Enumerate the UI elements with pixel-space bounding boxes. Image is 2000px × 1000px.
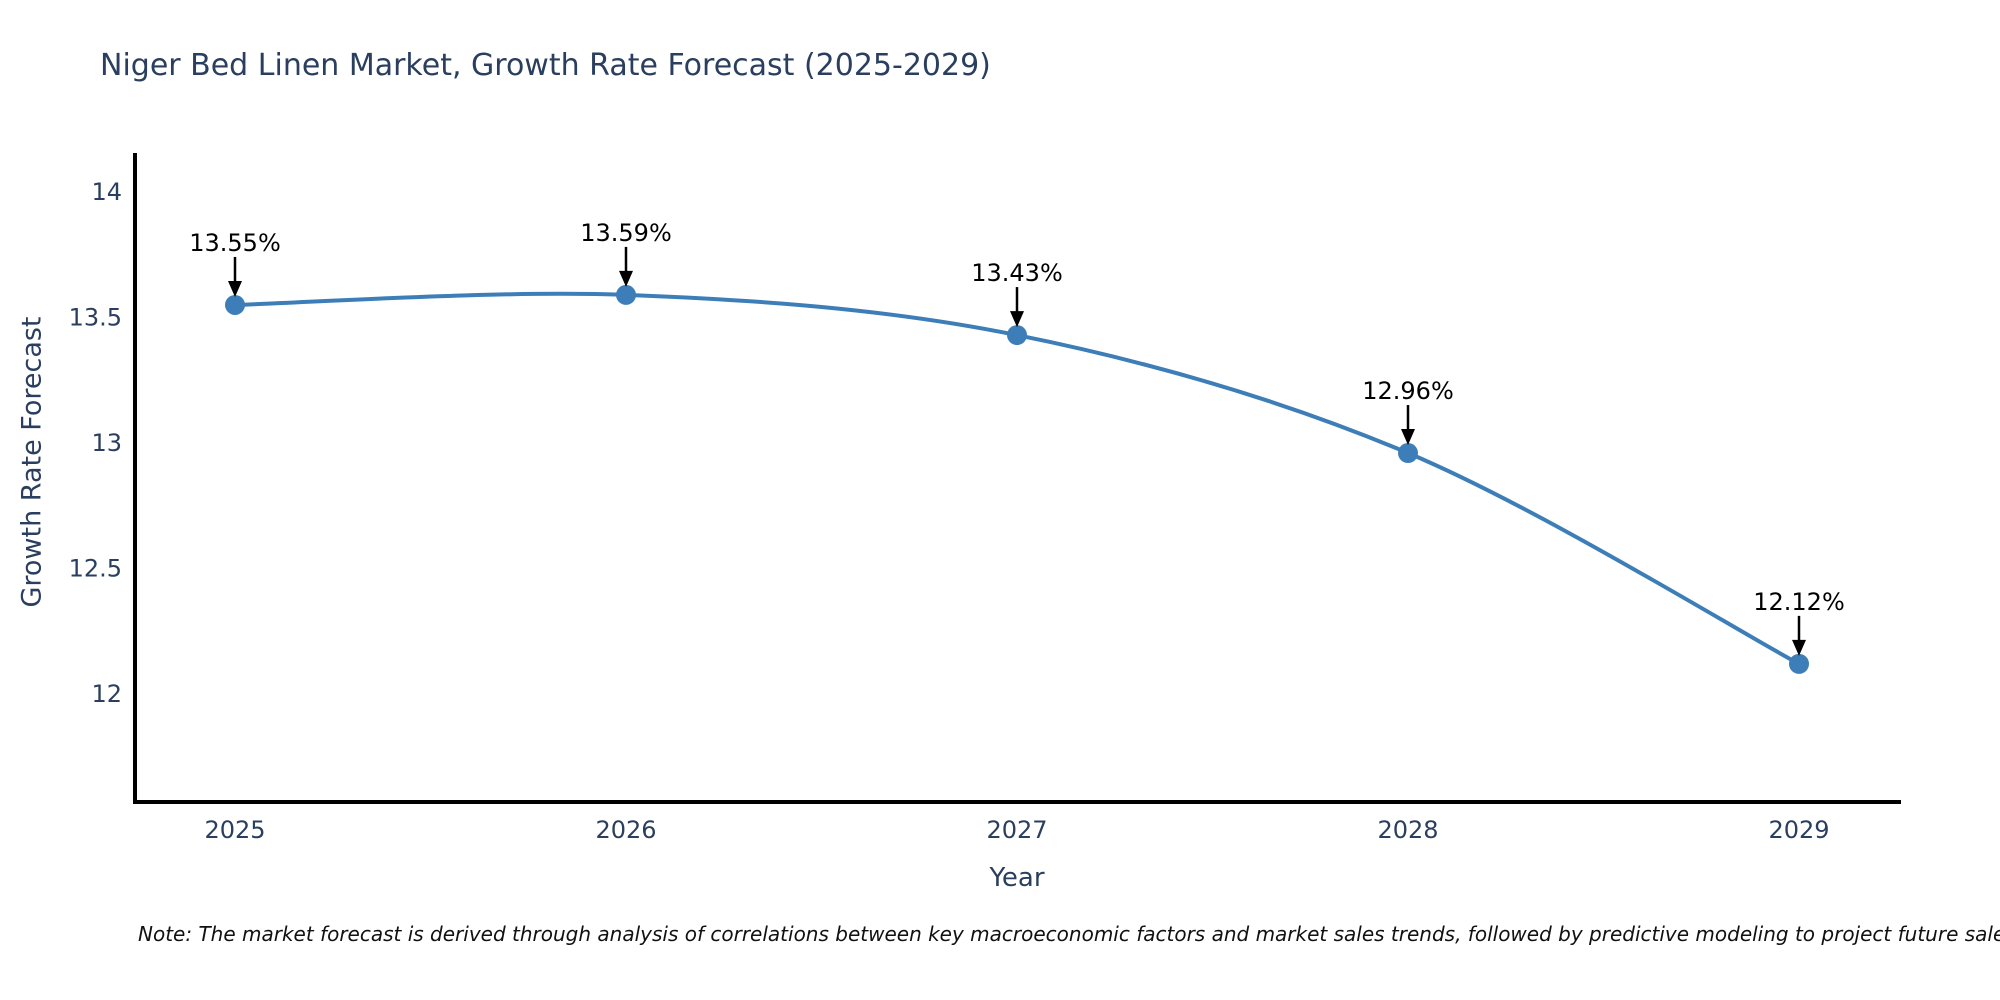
x-tick-label: 2026 bbox=[595, 816, 656, 844]
data-point-label: 12.12% bbox=[1753, 588, 1845, 616]
x-axis-title: Year bbox=[989, 863, 1045, 893]
x-tick-label: 2027 bbox=[986, 816, 1047, 844]
annotation-arrowhead-icon bbox=[1792, 639, 1806, 656]
y-tick-label: 12.5 bbox=[69, 555, 122, 583]
data-point-label: 13.59% bbox=[580, 219, 672, 247]
y-tick-label: 12 bbox=[91, 680, 122, 708]
x-tick-label: 2025 bbox=[204, 816, 265, 844]
data-point-marker[interactable] bbox=[225, 294, 245, 315]
annotation-arrowhead-icon bbox=[1401, 429, 1415, 446]
annotation-arrowhead-icon bbox=[228, 280, 242, 297]
data-point-label: 13.55% bbox=[189, 229, 281, 257]
x-tick-label: 2029 bbox=[1768, 816, 1829, 844]
annotation-arrowhead-icon bbox=[1010, 311, 1024, 328]
data-point-marker[interactable] bbox=[1789, 653, 1809, 674]
y-tick-label: 14 bbox=[91, 178, 122, 206]
data-point-label: 12.96% bbox=[1362, 377, 1454, 405]
footnote: Note: The market forecast is derived thr… bbox=[138, 922, 2000, 946]
y-tick-label: 13 bbox=[91, 429, 122, 457]
data-point-marker[interactable] bbox=[1007, 325, 1027, 346]
trend-line bbox=[233, 291, 1801, 666]
data-point-marker[interactable] bbox=[616, 284, 636, 305]
x-tick-label: 2028 bbox=[1377, 816, 1438, 844]
data-point-marker[interactable] bbox=[1398, 443, 1418, 464]
axis-spines bbox=[133, 153, 1901, 804]
annotation-arrowhead-icon bbox=[619, 270, 633, 287]
y-tick-label: 13.5 bbox=[69, 304, 122, 332]
data-point-label: 13.43% bbox=[971, 259, 1063, 287]
chart-title: Niger Bed Linen Market, Growth Rate Fore… bbox=[100, 48, 991, 83]
